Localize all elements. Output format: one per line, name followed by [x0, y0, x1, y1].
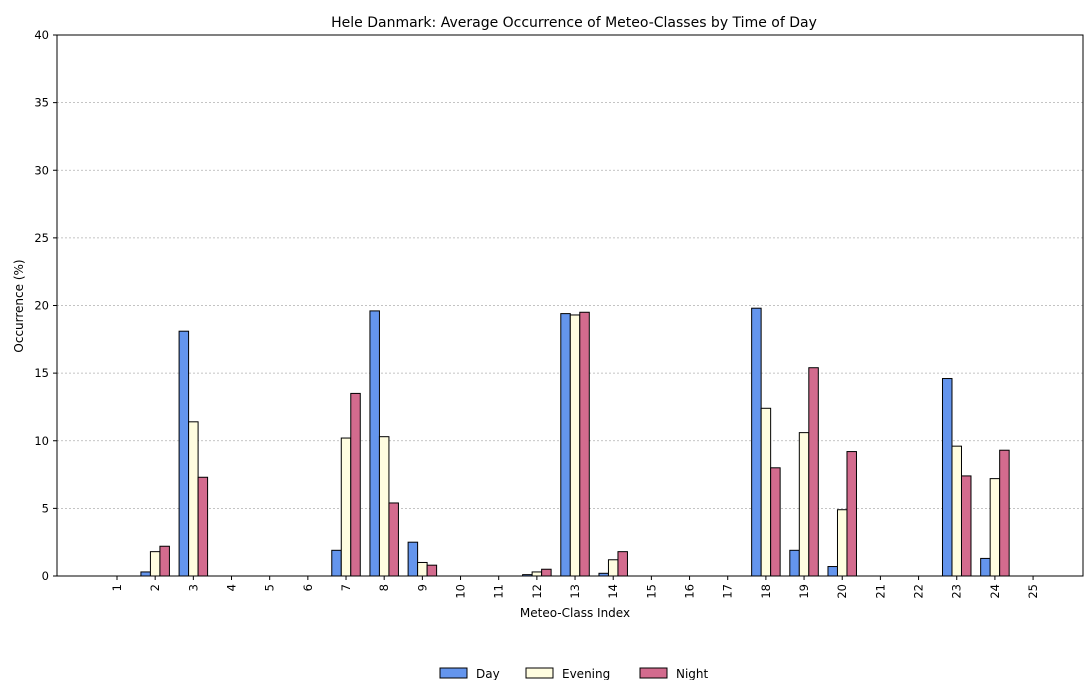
bar-evening-18	[760, 407, 772, 577]
y-axis-label: Occurrence (%)	[12, 259, 26, 352]
x-tick-label: 23	[950, 584, 964, 599]
bar-night-20	[846, 451, 857, 577]
y-tick-label: 5	[42, 501, 49, 515]
chart-title: Hele Danmark: Average Occurrence of Mete…	[331, 15, 817, 31]
bar-night-23	[960, 475, 972, 577]
bar-night-19	[808, 367, 819, 577]
bar-evening-24	[989, 478, 1001, 577]
y-tick-label: 25	[34, 231, 49, 245]
bar-night-9	[426, 564, 438, 577]
legend-label-night: Night	[676, 667, 709, 680]
x-axis-ticks: 1 2 3 4 5 6 7 8 9 10 11 12 13 14 15 16 17 18 19 20 21 22 23 24 2…	[110, 576, 1040, 599]
y-tick-label: 20	[34, 299, 49, 313]
x-tick-label: 20	[835, 584, 849, 599]
bar-evening-9	[417, 561, 428, 577]
x-tick-label: 8	[377, 584, 391, 591]
bar-evening-12	[531, 571, 543, 577]
legend-swatch-night	[639, 667, 668, 679]
legend-swatch-day	[439, 667, 468, 679]
bar-day-9	[407, 541, 419, 577]
x-tick-label: 24	[988, 584, 1002, 599]
x-tick-label: 25	[1026, 584, 1040, 599]
x-tick-label: 17	[721, 584, 735, 599]
x-tick-label: 21	[873, 584, 887, 599]
x-tick-label: 18	[759, 584, 773, 599]
y-tick-label: 35	[34, 96, 49, 110]
bar-day-23	[941, 378, 953, 577]
x-tick-label: 9	[415, 584, 429, 591]
x-tick-label: 1	[110, 584, 124, 591]
y-tick-label: 15	[34, 366, 49, 380]
y-tick-label: 10	[34, 434, 49, 448]
bar-evening-7	[340, 437, 352, 577]
y-axis-ticks: 0 5 10 15 20 25 30 35 40	[34, 28, 57, 583]
x-tick-label: 11	[492, 584, 506, 599]
bar-night-18	[770, 467, 781, 577]
bar-evening-23	[951, 445, 962, 577]
legend-label-evening: Evening	[562, 667, 610, 680]
x-tick-label: 3	[186, 584, 200, 591]
bar-evening-2	[149, 551, 161, 577]
bar-evening-19	[798, 432, 810, 577]
x-axis-label: Meteo-Class Index	[520, 606, 630, 620]
bar-evening-14	[607, 559, 619, 577]
bar-night-3	[197, 476, 209, 577]
x-tick-label: 12	[530, 584, 544, 599]
bar-evening-8	[378, 436, 390, 577]
bar-evening-20	[836, 509, 848, 577]
bar-night-14	[617, 551, 628, 577]
x-tick-label: 16	[683, 584, 697, 599]
bar-day-13	[560, 313, 571, 577]
x-tick-label: 13	[568, 584, 582, 599]
bar-night-13	[579, 311, 590, 577]
y-tick-label: 0	[42, 569, 49, 583]
bar-day-8	[369, 310, 380, 577]
x-tick-label: 19	[797, 584, 811, 599]
legend-swatch-evening	[525, 667, 554, 679]
y-tick-label: 30	[34, 163, 49, 177]
bar-day-18	[751, 307, 762, 577]
bar-day-3	[178, 330, 190, 577]
legend-label-day: Day	[476, 667, 500, 680]
x-tick-label: 4	[225, 584, 239, 591]
bar-day-20	[827, 566, 838, 577]
bar-day-24	[980, 557, 991, 577]
x-tick-label: 5	[263, 584, 277, 591]
legend: Day Evening Night	[439, 667, 709, 680]
bar-day-19	[789, 549, 800, 577]
bar-night-8	[388, 502, 399, 577]
x-tick-label: 6	[301, 584, 315, 591]
bar-evening-13	[569, 314, 581, 577]
bar-night-2	[159, 545, 170, 577]
x-tick-label: 15	[644, 584, 658, 599]
x-tick-label: 7	[339, 584, 353, 591]
x-tick-label: 2	[148, 584, 162, 591]
x-tick-label: 14	[606, 584, 620, 599]
x-tick-label: 22	[912, 584, 926, 599]
bar-night-7	[350, 392, 361, 577]
bar-day-7	[331, 549, 342, 577]
y-tick-label: 40	[34, 28, 49, 42]
bar-night-24	[999, 449, 1010, 577]
x-tick-label: 10	[454, 584, 468, 599]
bar-night-12	[541, 568, 552, 577]
bars-group	[140, 307, 1010, 577]
bar-day-2	[140, 571, 151, 577]
bar-evening-3	[188, 421, 199, 577]
